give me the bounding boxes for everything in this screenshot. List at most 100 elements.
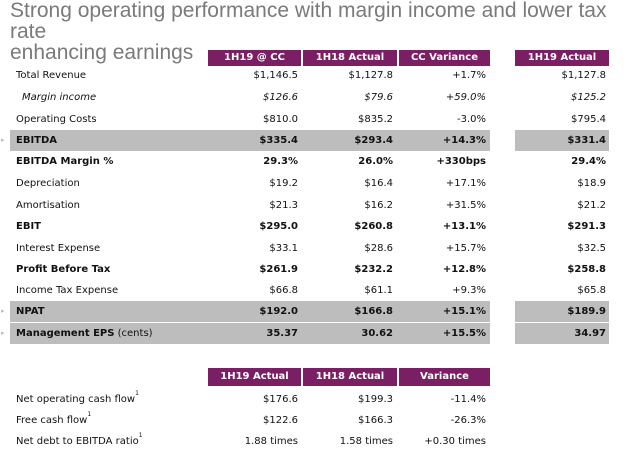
row-value-3: +17.1%	[445, 178, 486, 189]
row-highlight-band	[10, 323, 490, 344]
row-highlight-band	[10, 130, 490, 151]
row-value-3: +9.3%	[452, 285, 486, 296]
row-value-3: +330bps	[436, 156, 486, 167]
header-1h19-cc: 1H19 @ CC	[208, 50, 301, 66]
row-value-2: $16.4	[364, 178, 393, 189]
row-label-suffix: (cents)	[114, 328, 153, 339]
cash-row-value-2: 1.58 times	[339, 436, 393, 447]
row-value-4: $1,127.8	[561, 70, 606, 81]
table-row: Depreciation $19.2 $16.4 +17.1% $18.9	[0, 173, 642, 194]
row-value-1: $295.0	[259, 221, 298, 232]
row-value-4: $331.4	[567, 135, 606, 146]
row-value-1: 35.37	[266, 328, 298, 339]
cash-row-value-3: -11.4%	[450, 394, 486, 405]
row-value-1: $261.9	[259, 264, 298, 275]
header-cc-variance: CC Variance	[399, 50, 490, 66]
header-side-1h19-actual: 1H19 Actual	[515, 50, 609, 66]
cash-row-value-3: +0.30 times	[424, 436, 486, 447]
row-label: Profit Before Tax	[16, 264, 111, 275]
row-value-1: $126.6	[263, 92, 298, 103]
row-label: EBITDA	[16, 135, 58, 146]
table-row: Amortisation $21.3 $16.2 +31.5% $21.2	[0, 195, 642, 216]
row-label: Management EPS (cents)	[16, 328, 153, 339]
row-value-4: $21.2	[577, 200, 606, 211]
cash-row-value-2: $199.3	[358, 394, 393, 405]
row-marker-icon: ▸	[1, 307, 5, 315]
footnote-marker: 1	[135, 390, 139, 397]
row-value-3: +59.0%	[445, 92, 486, 103]
row-value-3: +13.1%	[442, 221, 486, 232]
cash-row-value-1: $176.6	[263, 394, 298, 405]
row-value-2: $260.8	[354, 221, 393, 232]
footnote-marker: 1	[138, 432, 143, 439]
header-1h18-actual: 1H18 Actual	[303, 50, 397, 66]
table-row: Profit Before Tax $261.9 $232.2 +12.8% $258.…	[0, 259, 642, 280]
row-value-2: 30.62	[361, 328, 393, 339]
table-row: EBITDA $335.4 $293.4 +14.3% $331.4 ▸	[0, 130, 642, 151]
row-label: NPAT	[16, 306, 45, 317]
row-value-1: $192.0	[259, 306, 298, 317]
cash-row-value-1: 1.88 times	[244, 436, 298, 447]
row-value-4: $32.5	[577, 243, 606, 254]
row-label: Operating Costs	[16, 114, 97, 125]
row-value-3: +31.5%	[445, 200, 486, 211]
row-marker-icon: ▸	[1, 329, 5, 337]
row-highlight-band-side	[515, 323, 609, 344]
row-highlight-band-side	[515, 301, 609, 322]
footnote-marker: 1	[87, 411, 92, 418]
row-value-1: $19.2	[269, 178, 298, 189]
row-value-3: +1.7%	[452, 70, 486, 81]
row-value-1: $33.1	[269, 243, 298, 254]
row-value-3: +15.1%	[442, 306, 486, 317]
row-value-4: $189.9	[567, 306, 606, 317]
cash-table-row: Free cash flow1 $122.6 $166.3 -26.3%	[0, 410, 642, 431]
row-value-2: $293.4	[354, 135, 393, 146]
row-value-4: 29.4%	[571, 156, 606, 167]
row-value-3: +15.5%	[442, 328, 486, 339]
table-row: Interest Expense $33.1 $28.6 +15.7% $32.5	[0, 238, 642, 259]
row-value-3: +12.8%	[442, 264, 486, 275]
row-value-2: $835.2	[358, 114, 393, 125]
slide-title: Strong operating performance with margin…	[10, 0, 640, 63]
table-row: Total Revenue $1,146.5 $1,127.8 +1.7% $1,127…	[0, 65, 642, 86]
row-value-2: $28.6	[364, 243, 393, 254]
row-label: Margin income	[22, 92, 97, 103]
row-value-4: $795.4	[571, 114, 606, 125]
row-value-2: 26.0%	[358, 156, 393, 167]
row-value-3: +15.7%	[445, 243, 486, 254]
row-value-4: $125.2	[571, 92, 606, 103]
cash-table-row: Net debt to EBITDA ratio1 1.88 times 1.58 …	[0, 431, 642, 452]
table-row: EBIT $295.0 $260.8 +13.1% $291.3	[0, 216, 642, 237]
row-value-4: $291.3	[567, 221, 606, 232]
table-row: Management EPS (cents) 35.37 30.62 +15.5% 34…	[0, 323, 642, 344]
row-label: EBITDA Margin %	[16, 156, 114, 167]
row-value-3: +14.3%	[442, 135, 486, 146]
cash-row-value-1: $122.6	[263, 415, 298, 426]
cash-row-value-3: -26.3%	[450, 415, 486, 426]
row-label: EBIT	[16, 221, 41, 232]
cash-table-row: Net operating cash flow1 $176.6 $199.3 -11.…	[0, 389, 642, 410]
row-marker-icon: ▸	[1, 136, 5, 144]
row-value-1: $66.8	[269, 285, 298, 296]
row-label: Depreciation	[16, 178, 80, 189]
row-value-1: $335.4	[259, 135, 298, 146]
row-value-2: $1,127.8	[348, 70, 393, 81]
row-value-4: 34.97	[574, 328, 606, 339]
row-highlight-band	[10, 301, 490, 322]
row-highlight-band-side	[515, 130, 609, 151]
row-value-2: $16.2	[364, 200, 393, 211]
cash-header-1h18-actual: 1H18 Actual	[303, 368, 397, 386]
cash-header-1h19-actual: 1H19 Actual	[208, 368, 301, 386]
row-value-4: $18.9	[577, 178, 606, 189]
row-value-1: 29.3%	[263, 156, 298, 167]
row-value-4: $65.8	[577, 285, 606, 296]
table-row: NPAT $192.0 $166.8 +15.1% $189.9 ▸	[0, 301, 642, 322]
title-line-2: enhancing earnings	[10, 41, 194, 64]
row-label: Interest Expense	[16, 243, 101, 254]
row-value-2: $79.6	[364, 92, 393, 103]
table-row: EBITDA Margin % 29.3% 26.0% +330bps 29.4%	[0, 151, 642, 172]
row-value-4: $258.8	[567, 264, 606, 275]
cash-row-label: Net operating cash flow1	[16, 390, 139, 405]
row-value-1: $1,146.5	[253, 70, 298, 81]
cash-header-variance: Variance	[399, 368, 490, 386]
